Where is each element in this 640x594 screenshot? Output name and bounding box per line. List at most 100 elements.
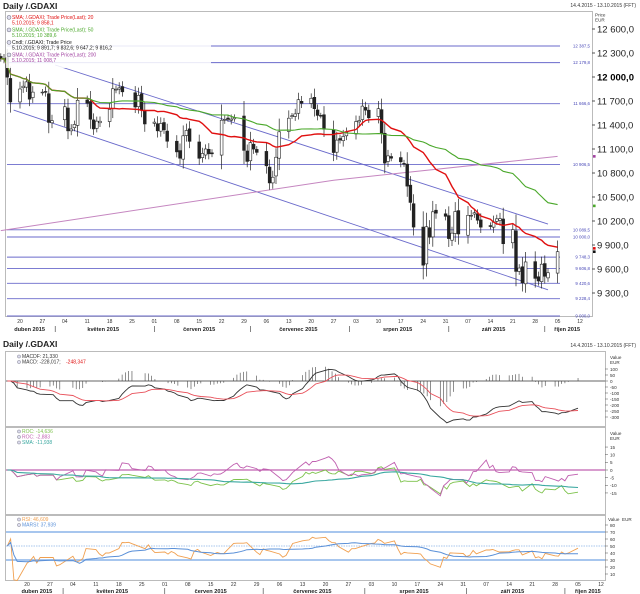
macd-axis-label: -100 [610,391,620,396]
macd-axis-unit: Value [610,355,622,360]
candle [162,117,166,134]
candle [287,110,291,139]
candle [469,210,473,221]
chart-title: Daily /.GDAXI [3,1,57,11]
roc-panel[interactable] [5,427,606,515]
candle-body [312,97,317,109]
candle-body [424,226,429,265]
candle-body [40,91,45,94]
price-x-day-label: 20 [17,319,23,325]
legend-background [6,12,211,68]
legend-toggle-icon [6,52,12,58]
candle [117,82,121,95]
candle [207,143,211,160]
price-x-day-label: 20 [308,319,314,325]
candle [533,251,537,288]
rsi-axis-label: 30 [610,558,616,563]
candle-body [319,115,323,117]
candle [453,202,457,242]
candle [277,118,281,171]
candle [165,123,169,148]
lower-x-day-label: 25 [139,582,145,588]
macd-legend-value: -248,347 [66,360,86,366]
candle-body [555,251,560,274]
macd-axis-currency: EUR [610,360,620,365]
price-x-day-label: 07 [465,319,471,325]
candle-body [536,276,541,282]
candle-body [21,85,25,89]
candle [40,89,45,96]
lower-x-day-label: 07 [483,582,489,588]
candle-body [511,229,515,244]
lower-x-day-label: 08 [185,582,191,588]
rsi-axis-label: 70 [610,530,616,535]
candle-body [159,123,163,132]
candle-body [475,213,480,221]
price-marker [593,155,596,158]
candle [511,223,515,249]
lower-x-month-label: červen 2015 [195,589,227,594]
price-axis-label: 9 300,0 [597,289,629,300]
candle-body [219,119,224,156]
candle-body [111,88,115,109]
candle [155,116,160,138]
lower-x-day-label: 15 [208,582,214,588]
price-axis-label: 10 500,0 [597,193,634,204]
lower-x-day-label: 20 [323,582,329,588]
rsi-panel[interactable] [5,515,606,581]
lower-x-day-label: 11 [93,582,98,588]
candle-body [299,101,304,104]
candle-body [456,210,461,235]
candle-body [95,120,99,129]
candle-body [162,122,166,131]
candle [344,127,349,141]
lower-x-day-label: 17 [415,582,421,588]
candle [107,102,112,128]
candle [517,264,521,275]
candle [181,125,185,169]
candle [21,80,25,93]
roc-axis-label: 15 [610,445,616,450]
macd-panel[interactable] [5,351,606,427]
rsi-axis-label: 50 [610,544,616,549]
candle [488,222,493,230]
candle-body [290,115,294,117]
candle [424,212,429,277]
lower-x-day-label: 24 [437,582,443,588]
price-marker [593,247,596,250]
lower-x-day-label: 14 [506,582,512,588]
candle [152,118,157,127]
roc-axis-label: 5 [610,460,613,465]
candle-body [539,263,544,282]
price-x-day-label: 27 [40,319,46,325]
candle-body [24,81,29,88]
candle [466,205,470,244]
candle [271,170,275,189]
candle [184,123,189,142]
candle [50,114,54,129]
lower-x-day-label: 05 [575,582,581,588]
candle-body [322,114,326,130]
price-x-day-label: 25 [129,319,135,325]
candle-body [107,109,112,122]
candle [501,207,505,254]
candle-body [207,149,211,155]
candle [226,115,230,122]
lower-x-day-label: 18 [116,582,122,588]
price-plot: 12 600,0 12 300,0 12 000,0 11 700,0 11 400,0… [0,25,634,333]
candle [405,152,409,197]
candle-body [296,99,301,114]
level-label: 10 906,5 [573,162,591,167]
candle [299,95,304,108]
lower-x-month-label: duben 2015 [21,589,52,594]
price-x-day-label: 24 [420,319,426,325]
lower-x-day-label: 01 [162,582,168,588]
candle-body [411,203,416,228]
price-panel[interactable] [5,11,593,317]
lower-x-day-label: 20 [24,582,30,588]
candle [143,102,147,132]
candle-body [8,78,13,103]
macd-axis-label: -250 [610,409,620,414]
price-axis-label: 12 000,0 [597,73,634,84]
rsi-axis-label: 10 [610,572,616,577]
